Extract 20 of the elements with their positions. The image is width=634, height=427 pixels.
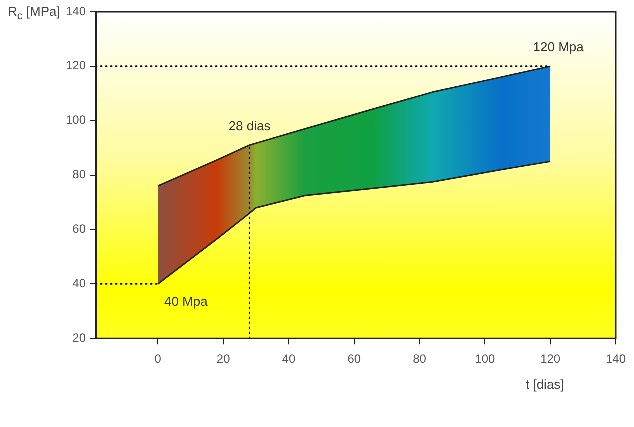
annotation: 28 dias	[228, 118, 272, 134]
x-tick-label: 60	[348, 352, 362, 366]
x-tick-label: 40	[282, 352, 296, 366]
annotation: 40 Mpa	[164, 294, 209, 310]
x-tick-label: 20	[216, 352, 231, 366]
y-tick-label: 60	[72, 222, 86, 236]
x-tick-label: 100	[475, 352, 496, 366]
y-axis-title: R$_{c}$ [MPa]	[8, 4, 60, 23]
x-tick-label: 140	[606, 352, 626, 366]
y-tick-label: 100	[66, 113, 86, 128]
x-tick-label: 120	[540, 352, 561, 366]
y-tick-label: 40	[72, 276, 86, 290]
y-tick-label: 80	[72, 168, 86, 182]
x-tick-label: 0	[154, 352, 162, 366]
annotation: 120 Mpa	[533, 40, 585, 55]
x-tick-label: 80	[413, 352, 427, 366]
y-tick-label: 20	[72, 330, 86, 345]
y-tick-label: 140	[66, 4, 86, 18]
x-axis-title: t [dias]	[526, 376, 564, 392]
y-tick-label: 120	[66, 58, 86, 73]
